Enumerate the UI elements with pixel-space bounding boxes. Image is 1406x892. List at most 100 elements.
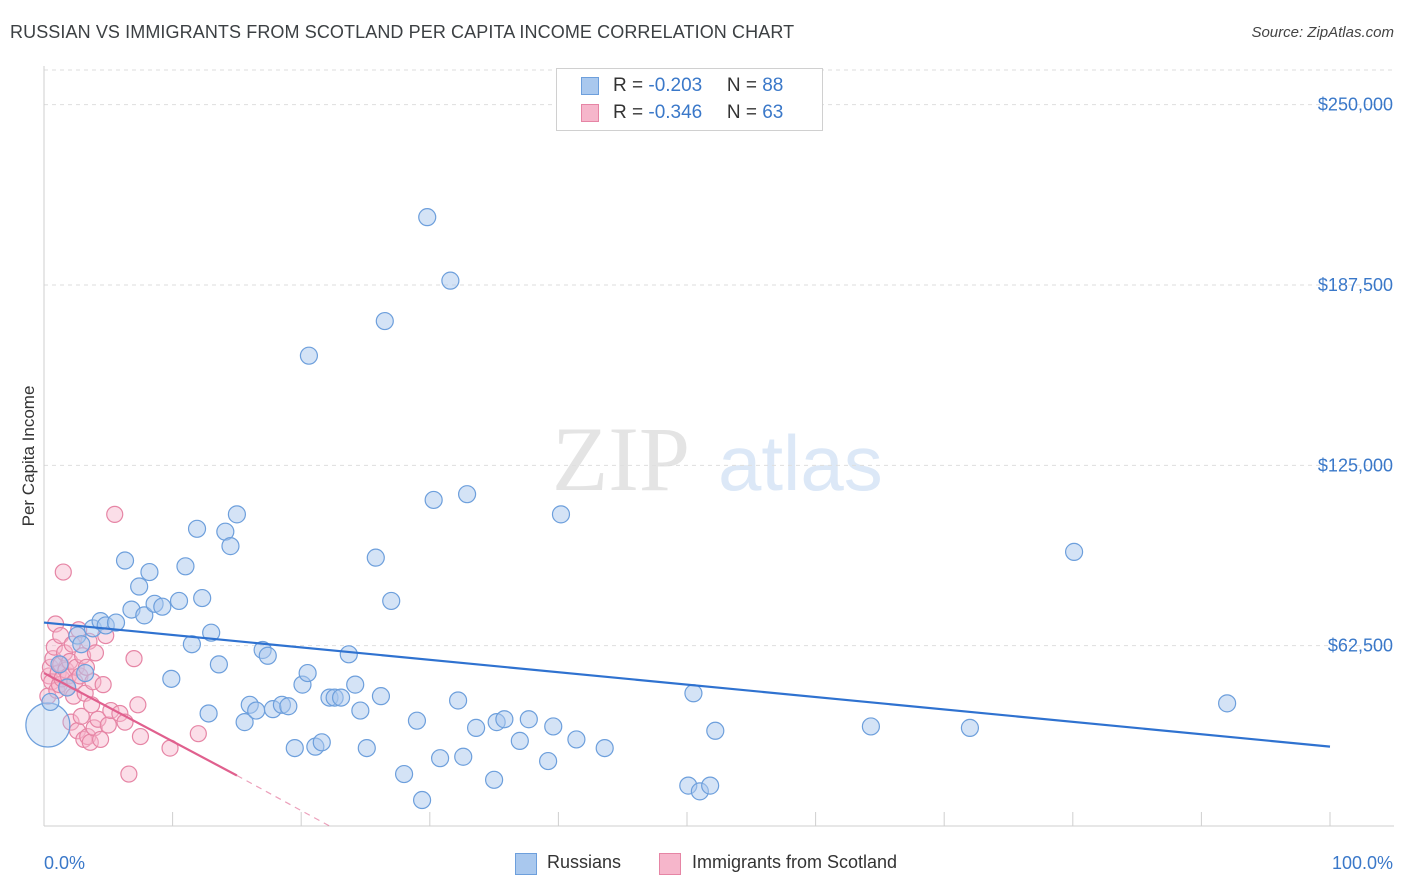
russians-point xyxy=(72,635,91,654)
russians-swatch xyxy=(581,77,599,95)
russians-point xyxy=(375,311,394,331)
russians-point xyxy=(706,721,725,740)
russians-point xyxy=(140,562,159,582)
russians-point xyxy=(1064,542,1084,561)
y-tick-label: $125,000 xyxy=(1318,455,1393,475)
scotland-point xyxy=(72,707,90,725)
russians-point xyxy=(41,692,60,712)
trend-lines xyxy=(43,621,1331,827)
r-label: R = xyxy=(613,102,649,123)
russians-point xyxy=(457,485,477,504)
russians-point xyxy=(209,655,228,674)
watermark-zip: ZIP xyxy=(552,408,690,510)
russians-point xyxy=(357,738,376,758)
russians-point xyxy=(285,738,304,758)
axis-labels: $62,500 $125,000 $187,500 $250,000 0.0% 100.0… xyxy=(19,95,1393,873)
russians-point xyxy=(130,577,149,596)
russians-point xyxy=(861,717,880,736)
x-tick-label: 100.0% xyxy=(1332,853,1393,873)
russians-point xyxy=(551,505,571,524)
russians-point xyxy=(162,669,181,688)
russians-point xyxy=(430,749,450,768)
scotland-point xyxy=(91,730,110,749)
bottom-legend-scotland: Immigrants from Scotland xyxy=(692,852,898,872)
scotland-swatch xyxy=(581,104,599,122)
russians-point xyxy=(1218,694,1237,713)
scotland-trend-line xyxy=(43,672,238,777)
y-axis-label: Per Capita Income xyxy=(19,386,38,527)
russians-point xyxy=(539,751,558,771)
russians-point xyxy=(187,519,207,538)
watermark-atlas: atlas xyxy=(718,419,883,507)
n-value: 88 xyxy=(762,75,784,96)
n-value: 63 xyxy=(762,102,784,123)
russians-point xyxy=(331,688,351,707)
scotland-point xyxy=(89,710,107,728)
legend-row-russians: R = -0.203 N = 88 xyxy=(613,75,783,97)
russians-point xyxy=(193,588,212,608)
bottom-scotland-swatch xyxy=(659,853,681,875)
scotland-point xyxy=(189,725,207,743)
russians-point xyxy=(50,655,69,674)
r-value: -0.346 xyxy=(648,102,703,123)
russians-point xyxy=(485,770,504,789)
russians-point xyxy=(394,764,414,784)
russians-point xyxy=(407,711,427,730)
russians-point xyxy=(544,717,563,736)
russians-point xyxy=(176,557,195,576)
russians-point xyxy=(153,597,172,616)
russians-point xyxy=(298,663,317,683)
y-tick-label: $62,500 xyxy=(1328,636,1393,656)
russians-point xyxy=(106,613,126,632)
russians-point xyxy=(339,645,358,664)
russians-point xyxy=(424,490,443,510)
russians-point xyxy=(382,591,401,611)
scotland-point xyxy=(99,716,117,734)
source-label: Source: ZipAtlas.com xyxy=(1251,24,1394,41)
scotland-point xyxy=(125,650,143,668)
russians-point xyxy=(519,710,538,729)
n-label: N = xyxy=(726,102,763,123)
russians-point xyxy=(466,718,486,737)
correlation-legend: R = -0.203 N = 88 R = -0.346 N = 63 xyxy=(556,68,823,131)
scotland-trend-extension xyxy=(236,774,330,827)
scotland-series xyxy=(39,505,207,783)
scotland-point xyxy=(129,696,147,714)
russians-point xyxy=(76,663,95,683)
russians-point xyxy=(258,646,277,665)
russians-point xyxy=(115,551,135,570)
russians-point xyxy=(448,691,468,710)
russians-point xyxy=(351,701,370,720)
russians-point xyxy=(235,713,254,732)
russians-point xyxy=(510,731,529,750)
gridlines xyxy=(44,69,1394,647)
r-value: -0.203 xyxy=(648,75,703,96)
scotland-point xyxy=(106,505,124,523)
russians-point xyxy=(135,606,154,625)
bottom-legend-russians: Russians xyxy=(547,852,622,872)
russians-point xyxy=(346,675,365,694)
scotland-point xyxy=(54,563,72,581)
russians-point xyxy=(441,271,460,290)
russians-point xyxy=(312,733,331,752)
scotland-point xyxy=(131,727,150,746)
russians-point xyxy=(366,548,385,567)
russians-point xyxy=(418,208,437,227)
russians-point xyxy=(495,710,514,729)
legend-row-scotland: R = -0.346 N = 63 xyxy=(613,102,783,124)
russians-trend-line xyxy=(43,621,1331,748)
scotland-point xyxy=(120,765,138,783)
russians-point xyxy=(701,776,720,795)
y-tick-label: $187,500 xyxy=(1318,275,1393,295)
russians-point xyxy=(684,684,703,703)
russians-point xyxy=(454,747,473,766)
axes xyxy=(43,66,1394,827)
chart-title: RUSSIAN VS IMMIGRANTS FROM SCOTLAND PER … xyxy=(10,22,795,42)
russians-point xyxy=(221,537,240,556)
russians-point xyxy=(247,701,266,720)
scotland-point xyxy=(94,676,112,694)
n-label: N = xyxy=(726,75,763,96)
russians-point xyxy=(299,346,319,365)
russians-point xyxy=(412,790,432,810)
y-tick-label: $250,000 xyxy=(1318,95,1393,115)
